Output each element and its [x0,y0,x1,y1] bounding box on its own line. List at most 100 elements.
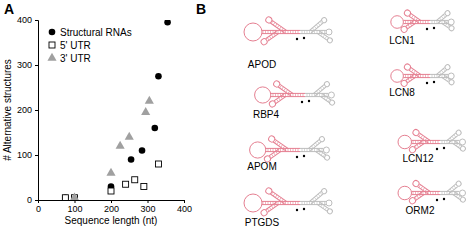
x-tick-label: 200 [104,204,119,214]
hairpin [452,140,466,152]
point [70,192,79,200]
hairpin [398,135,440,149]
marker-dot [433,27,435,29]
structure-label: LCN12 [402,153,434,164]
figure: A B 0 100 200 300 400 0 100 200 300 400 Sequence len… [0,0,474,247]
hairpin [317,201,334,215]
y-tick-label: 0 [27,195,32,205]
marker-dot [443,147,445,149]
x-axis-title: Sequence length (nt) [65,215,158,226]
hairpin [391,70,430,83]
point [108,188,114,194]
hairpin [441,74,455,86]
hairpin [446,180,462,195]
marker-dot [296,156,298,158]
marker-dot [296,38,298,40]
legend-label: Structural RNAs [60,27,132,38]
hairpin [250,142,300,158]
rna-structure [391,9,455,34]
hairpin [391,16,430,29]
x-tick-mark [148,200,149,203]
point [141,184,147,190]
x-tick-label: 400 [177,204,192,214]
hairpin [300,200,332,206]
point [62,194,69,200]
rna-structure [244,187,333,217]
hairpin [312,81,330,97]
legend-symbol [49,29,56,36]
point [116,141,125,149]
marker-dot [426,28,428,30]
hairpin [244,194,300,212]
x-axis: 0 100 200 300 400 [36,200,192,214]
y-tick-label: 400 [17,15,32,25]
rna-structure [244,16,333,46]
y-tick-label: 100 [17,150,32,160]
rna-structure [391,63,455,88]
legend-symbol [49,42,55,48]
x-tick-label: 300 [140,204,155,214]
marker-dot [303,155,305,157]
marker-dot [296,209,298,211]
y-tick-mark [35,20,38,21]
marker-dot [436,199,438,201]
y-tick-mark [35,65,38,66]
panel-label: A [4,1,14,17]
point [155,161,161,167]
hairpin [300,29,332,35]
hairpin [435,10,451,24]
structure-label: APOM [247,161,276,172]
x-tick-label: 100 [67,204,82,214]
hairpin [317,30,334,44]
marker-dot [301,101,303,103]
hairpin [452,191,466,203]
hairpin [308,188,327,205]
x-tick-mark [184,200,185,203]
hairpin [400,20,416,34]
y-tick: 200 [17,105,38,115]
x-tick: 400 [177,200,192,214]
point [155,73,162,80]
hairpin [244,23,300,41]
hairpin [398,186,440,200]
hairpin [255,87,305,103]
structure-label: APOD [248,59,276,70]
legend-label: 3' UTR [60,53,91,64]
x-tick: 200 [104,200,119,214]
hairpin [315,148,331,161]
y-tick-mark [35,200,38,201]
y-tick-mark [35,155,38,156]
y-tick-mark [35,110,38,111]
marker-dot [436,148,438,150]
marker-dot [308,100,310,102]
x-tick: 0 [36,200,41,214]
x-axis-line [39,201,185,204]
point [132,177,138,183]
point [128,156,135,163]
point [145,96,154,104]
x-tick-mark [111,200,112,203]
y-tick-label: 200 [17,105,32,115]
y-tick: 400 [17,15,38,25]
x-tick: 300 [140,200,155,214]
marker-dot [443,198,445,200]
hairpin [320,93,336,106]
point [106,168,115,176]
structure-label: LCN8 [389,87,415,98]
y-tick: 300 [17,60,38,70]
point [141,107,150,115]
structure-label: ORM2 [406,205,435,216]
marker-dot [303,37,305,39]
hairpin [260,30,280,46]
legend: Structural RNAs5' UTR3' UTR [47,27,131,64]
x-tick: 100 [67,200,82,214]
y-axis-line [35,21,39,201]
legend-symbol [47,53,56,61]
marker-dot [426,82,428,84]
hairpin [408,140,425,154]
panel-label: B [196,1,206,17]
marker-dot [433,81,435,83]
structure-label: RBP4 [253,109,280,120]
hairpin [446,129,462,144]
x-tick-label: 0 [36,204,41,214]
